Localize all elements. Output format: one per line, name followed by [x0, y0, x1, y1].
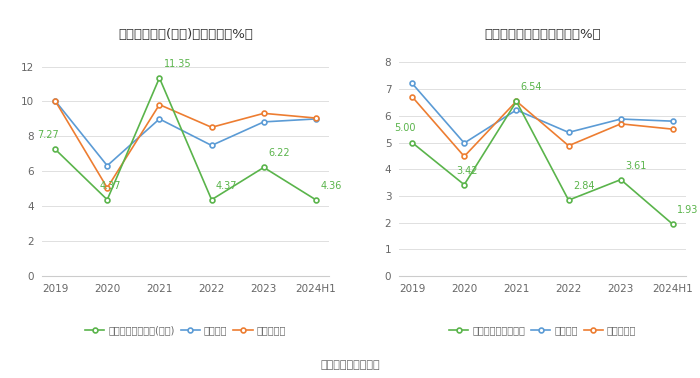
行业中位数 — [512, 99, 521, 104]
行业均值 — [460, 141, 468, 145]
公司净资产收益率(加权) — [312, 198, 320, 202]
Line: 行业均值: 行业均值 — [52, 98, 318, 168]
行业均值 — [617, 117, 625, 121]
Text: 4.36: 4.36 — [320, 181, 342, 191]
Text: 6.54: 6.54 — [521, 82, 542, 92]
公司投入资本回报率 — [617, 177, 625, 182]
行业均值 — [260, 119, 268, 124]
行业均值 — [668, 119, 677, 124]
行业中位数 — [564, 144, 573, 148]
行业均值 — [51, 98, 60, 103]
Text: 3.61: 3.61 — [625, 161, 646, 170]
Text: 4.37: 4.37 — [216, 181, 237, 191]
公司投入资本回报率 — [668, 222, 677, 227]
公司投入资本回报率 — [512, 99, 521, 104]
行业中位数 — [207, 125, 216, 130]
行业均值 — [408, 81, 416, 85]
行业中位数 — [51, 98, 60, 103]
Text: 3.42: 3.42 — [456, 166, 478, 176]
Legend: 公司投入资本回报率, 行业均值, 行业中位数: 公司投入资本回报率, 行业均值, 行业中位数 — [445, 322, 640, 339]
Text: 5.00: 5.00 — [394, 124, 415, 133]
公司投入资本回报率 — [564, 198, 573, 203]
行业均值 — [512, 108, 521, 112]
Text: 7.27: 7.27 — [37, 130, 59, 140]
公司净资产收益率(加权) — [155, 76, 164, 80]
Text: 11.35: 11.35 — [164, 59, 191, 69]
Text: 2.84: 2.84 — [573, 181, 594, 191]
Text: 6.22: 6.22 — [268, 148, 290, 158]
公司净资产收益率(加权) — [207, 197, 216, 202]
行业均值 — [564, 130, 573, 135]
Line: 公司投入资本回报率: 公司投入资本回报率 — [410, 99, 676, 227]
行业均值 — [207, 143, 216, 148]
行业中位数 — [408, 94, 416, 99]
Line: 行业均值: 行业均值 — [410, 81, 676, 146]
行业中位数 — [668, 127, 677, 132]
公司投入资本回报率 — [460, 183, 468, 187]
行业均值 — [155, 117, 164, 121]
Legend: 公司净资产收益率(加权), 行业均值, 行业中位数: 公司净资产收益率(加权), 行业均值, 行业中位数 — [81, 322, 290, 339]
Text: 1.93: 1.93 — [677, 205, 699, 215]
Text: 4.37: 4.37 — [99, 181, 121, 191]
Line: 行业中位数: 行业中位数 — [52, 98, 318, 190]
公司净资产收益率(加权) — [103, 197, 111, 202]
行业均值 — [103, 163, 111, 168]
行业中位数 — [460, 154, 468, 159]
行业中位数 — [312, 116, 320, 120]
Title: 净资产收益率(加权)历年情况（%）: 净资产收益率(加权)历年情况（%） — [118, 28, 253, 41]
行业均值 — [312, 117, 320, 121]
行业中位数 — [617, 122, 625, 126]
Line: 公司净资产收益率(加权): 公司净资产收益率(加权) — [52, 76, 318, 202]
公司净资产收益率(加权) — [51, 147, 60, 151]
Title: 投入资本回报率历年情况（%）: 投入资本回报率历年情况（%） — [484, 28, 601, 41]
公司投入资本回报率 — [408, 140, 416, 145]
行业中位数 — [103, 186, 111, 190]
Line: 行业中位数: 行业中位数 — [410, 94, 676, 159]
Text: 数据来源：恒生聚源: 数据来源：恒生聚源 — [320, 361, 380, 370]
公司净资产收益率(加权) — [260, 165, 268, 170]
行业中位数 — [155, 102, 164, 107]
行业中位数 — [260, 111, 268, 116]
